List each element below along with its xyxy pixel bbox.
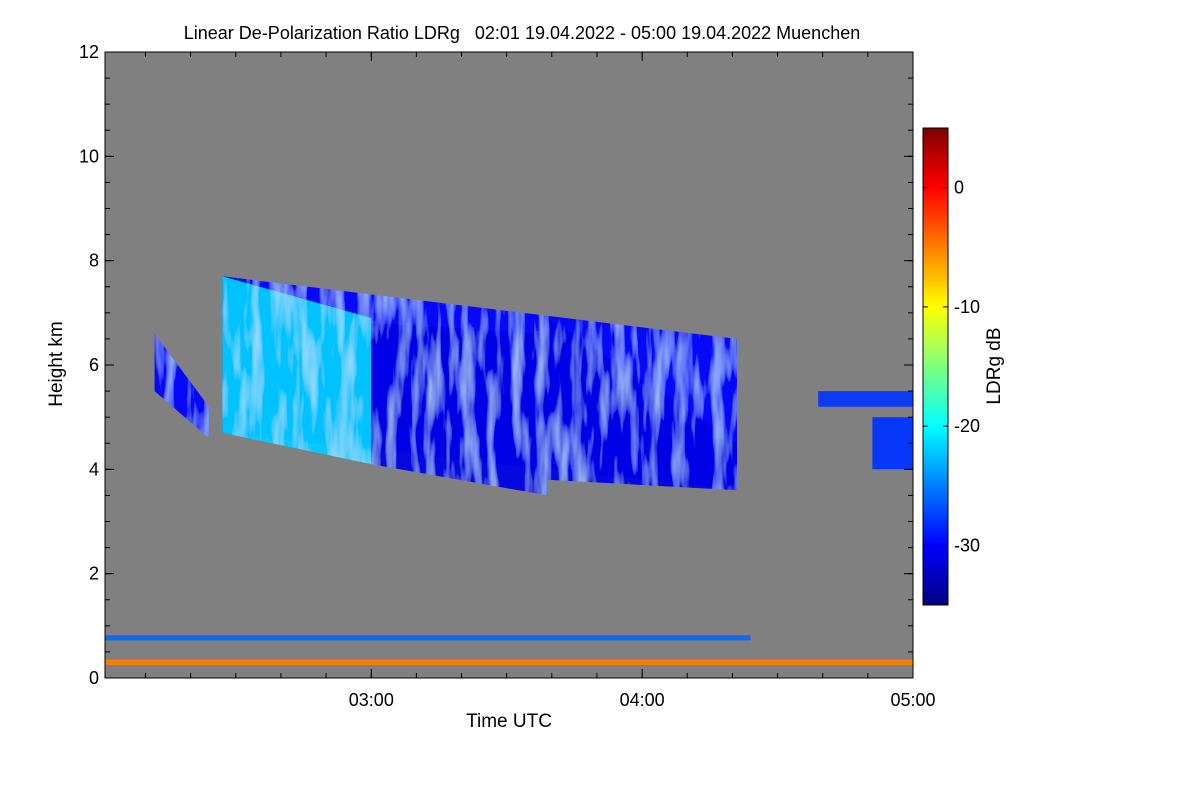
y-axis-label: Height km bbox=[46, 321, 67, 407]
x-tick-label: 03:00 bbox=[349, 690, 394, 710]
feature-cloud-mid-section bbox=[371, 323, 548, 496]
y-tick-label: 8 bbox=[89, 251, 99, 271]
feature-cloud-second-cell bbox=[547, 318, 737, 491]
colorbar-label: LDRg dB bbox=[984, 327, 1005, 404]
x-axis: 03:00 04:00 05:00 bbox=[144, 52, 936, 710]
colorbar bbox=[922, 127, 949, 606]
cloud-features bbox=[105, 276, 913, 665]
x-axis-label: Time UTC bbox=[466, 711, 552, 732]
colorbar-ticks: 0 -10 -20 -30 bbox=[923, 178, 980, 555]
x-tick-label: 04:00 bbox=[620, 690, 665, 710]
y-tick-label: 10 bbox=[79, 146, 99, 166]
chart-title: Linear De-Polarization Ratio LDRg 02:01 … bbox=[184, 23, 860, 43]
y-tick-label: 6 bbox=[89, 355, 99, 375]
colorbar-tick-label: 0 bbox=[954, 178, 964, 198]
feature-late-lower-cloud bbox=[872, 417, 913, 470]
y-axis: 0 2 4 6 8 10 12 bbox=[79, 42, 913, 688]
y-tick-label: 12 bbox=[79, 42, 99, 62]
x-tick-label: 05:00 bbox=[890, 690, 935, 710]
y-tick-label: 2 bbox=[89, 564, 99, 584]
colorbar-tick-label: -30 bbox=[954, 535, 980, 555]
feature-boundary-layer-echoes bbox=[105, 635, 751, 641]
colorbar-tick-label: -10 bbox=[954, 297, 980, 317]
colorbar-tick-label: -20 bbox=[954, 416, 980, 436]
feature-near-ground-layer bbox=[105, 659, 913, 665]
y-tick-label: 4 bbox=[89, 459, 99, 479]
y-tick-label: 0 bbox=[89, 668, 99, 688]
feature-cloud-young-part bbox=[222, 276, 372, 465]
feature-late-cloud-layer bbox=[818, 391, 913, 407]
feature-early-thin-layer bbox=[154, 333, 209, 438]
